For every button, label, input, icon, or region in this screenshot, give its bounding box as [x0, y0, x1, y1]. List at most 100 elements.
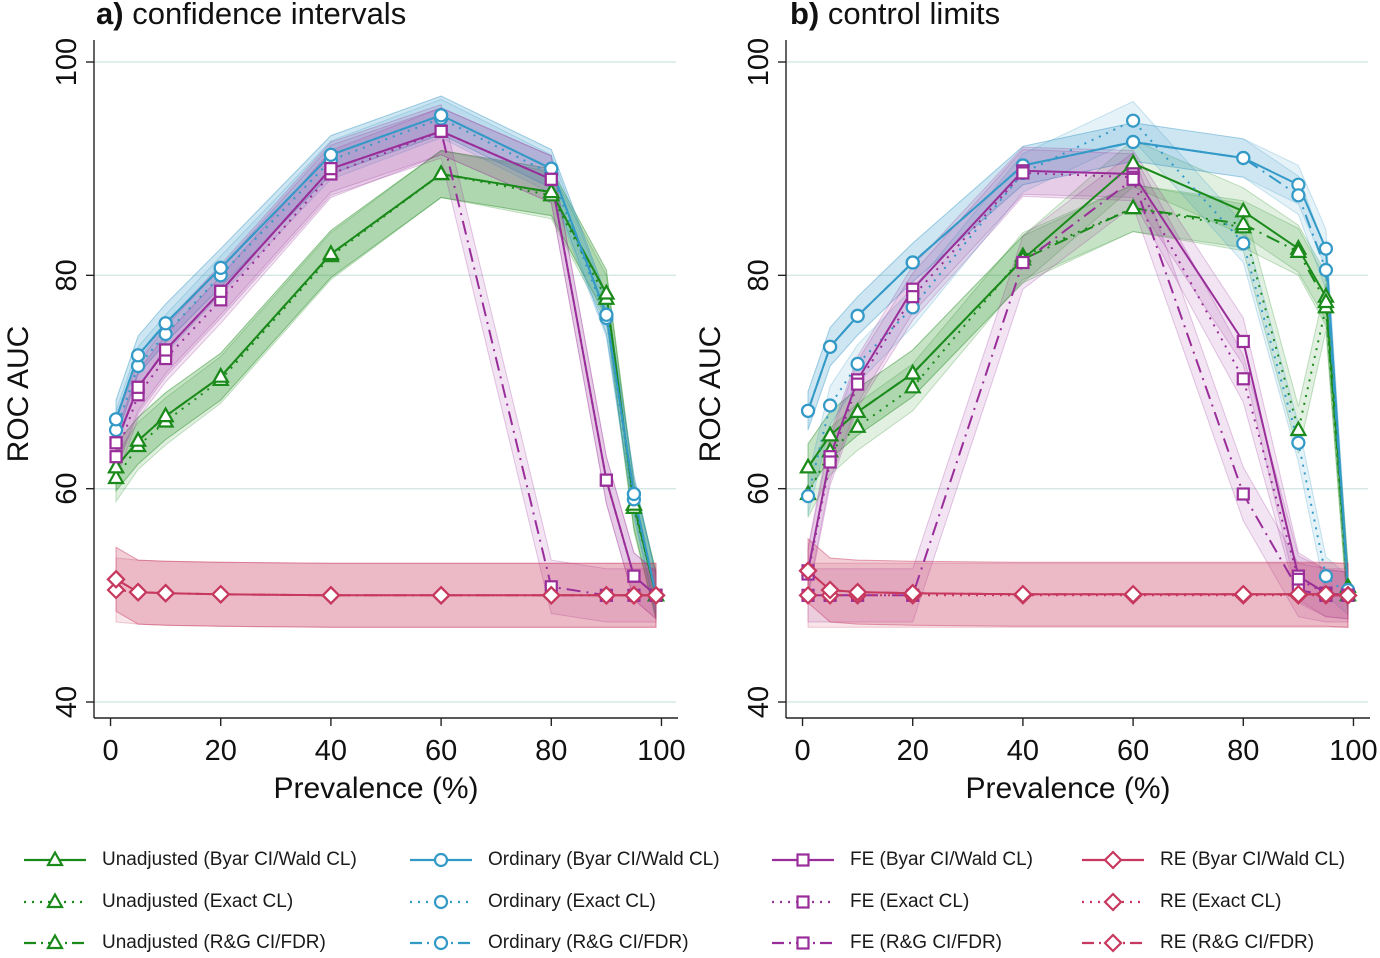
x-tick-label: 100	[1329, 735, 1377, 767]
data-point	[848, 582, 868, 602]
data-point	[542, 182, 561, 199]
series-line	[807, 140, 1349, 591]
data-point	[1236, 334, 1250, 349]
data-point	[1318, 241, 1334, 256]
ci-band	[807, 122, 1349, 610]
data-point	[626, 486, 642, 502]
data-point	[1338, 585, 1358, 605]
data-point	[596, 585, 616, 605]
legend-marker	[46, 850, 64, 867]
data-point	[433, 108, 449, 123]
legend-label: Ordinary (R&G CI/FDR)	[488, 932, 689, 953]
data-point	[1236, 487, 1250, 501]
y-tick-label: 60	[743, 473, 775, 505]
series-line	[807, 171, 1349, 597]
data-point	[211, 366, 230, 383]
data-point	[1013, 584, 1033, 604]
x-tick-label: 100	[637, 735, 685, 767]
x-tick-label: 20	[897, 735, 929, 767]
ci-band	[115, 546, 657, 628]
data-point	[323, 147, 339, 162]
legend-label: FE (Exact CL)	[850, 891, 970, 912]
legend-marker	[1103, 892, 1123, 912]
x-tick-label: 80	[535, 735, 567, 767]
series-line	[808, 177, 1348, 597]
ci-band	[115, 104, 657, 623]
y-tick-label: 80	[743, 259, 775, 291]
data-point	[822, 398, 838, 413]
ci-band	[115, 98, 657, 615]
panel-a-title: a) confidence intervals	[96, 0, 406, 32]
series-line	[115, 578, 656, 597]
data-point	[1318, 569, 1334, 584]
data-point	[156, 406, 175, 423]
data-point	[129, 430, 147, 447]
ci-band	[115, 107, 657, 620]
legend-label: FE (R&G CI/FDR)	[850, 932, 1002, 953]
legend-swatch	[772, 853, 834, 867]
legend-item: FE (Byar CI/Wald CL)	[770, 845, 1033, 875]
legend-label: Unadjusted (R&G CI/FDR)	[102, 932, 326, 953]
data-point	[1016, 255, 1030, 270]
legend-swatch	[410, 894, 472, 910]
x-tick-label: 40	[315, 735, 347, 767]
legend-swatch	[24, 850, 86, 867]
legend-marker	[796, 936, 810, 950]
data-point	[850, 356, 865, 371]
series-line	[807, 570, 1349, 597]
legend-item: RE (Exact CL)	[1080, 887, 1281, 917]
data-point	[1317, 292, 1335, 309]
data-point	[799, 457, 817, 474]
data-point	[1126, 172, 1140, 186]
legend-item: Ordinary (Exact CL)	[408, 887, 656, 917]
data-point	[646, 585, 666, 605]
panel-b-title-text: control limits	[827, 0, 1001, 31]
x-axis-label: Prevalence (%)	[965, 772, 1170, 805]
data-point	[107, 468, 125, 485]
data-point	[213, 260, 228, 275]
ci-band	[807, 537, 1349, 628]
data-point	[903, 377, 922, 394]
data-point	[903, 583, 923, 603]
legend-swatch	[24, 933, 86, 950]
data-point	[1291, 572, 1305, 586]
data-point	[848, 417, 867, 433]
x-tick-label: 60	[1117, 735, 1149, 767]
legend-item: RE (Byar CI/Wald CL)	[1080, 845, 1345, 875]
ci-band	[807, 184, 1349, 614]
data-point	[106, 580, 126, 600]
legend-item: Unadjusted (Exact CL)	[22, 887, 293, 917]
ci-band	[115, 95, 657, 615]
legend-label: Unadjusted (Exact CL)	[102, 891, 294, 912]
legend-swatch	[1082, 933, 1144, 953]
data-point	[624, 585, 644, 605]
series-line	[807, 119, 1349, 597]
ci-band	[115, 557, 657, 628]
y-tick-label: 80	[51, 259, 83, 291]
series-line	[807, 169, 1349, 597]
data-point	[903, 363, 922, 380]
legend-label: FE (Byar CI/Wald CL)	[850, 849, 1033, 870]
legend-item: Ordinary (R&G CI/FDR)	[408, 928, 689, 958]
legend-marker	[1103, 933, 1123, 953]
data-point	[848, 402, 867, 418]
data-point	[1316, 584, 1336, 604]
y-tick-label: 60	[51, 473, 83, 505]
data-point	[599, 473, 613, 487]
data-point	[1236, 236, 1251, 251]
data-point	[544, 172, 558, 186]
series-line	[115, 114, 657, 596]
panel-a: 40 60 80 100 0 20 40 60 80 100 Prevalence (%) ROC A…	[2, 38, 686, 805]
data-point	[1288, 584, 1308, 604]
series-line	[807, 207, 1349, 591]
data-point	[822, 339, 838, 354]
panel-b-title: b) control limits	[790, 0, 1000, 32]
data-point	[1234, 214, 1253, 231]
legend-item: Unadjusted (R&G CI/FDR)	[22, 928, 326, 958]
data-point	[798, 585, 818, 605]
legend-marker	[796, 853, 810, 867]
data-point	[1291, 188, 1306, 203]
data-point	[1289, 420, 1308, 437]
y-axis-label: ROC AUC	[694, 326, 727, 463]
data-point	[1289, 242, 1308, 258]
